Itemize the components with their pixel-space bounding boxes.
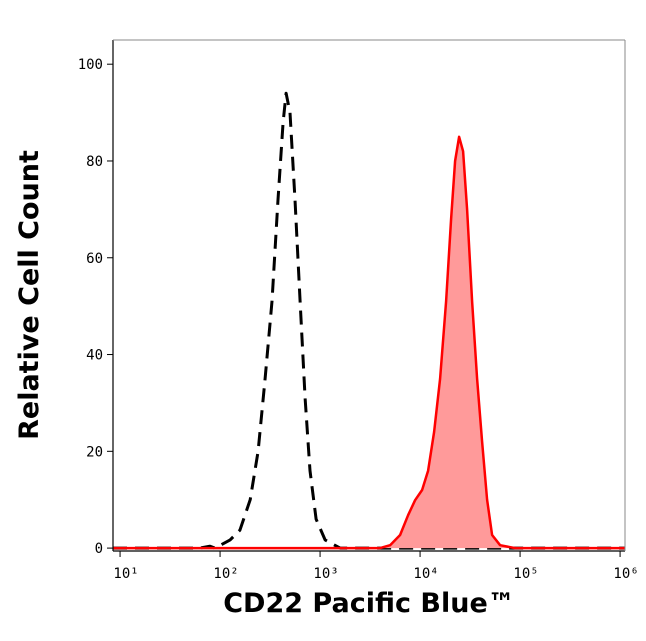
y-tick-label: 60 <box>86 251 103 267</box>
y-axis-title: Relative Cell Count <box>14 150 45 440</box>
x-tick-label: 10⁴ <box>413 566 438 582</box>
y-tick-label: 20 <box>86 444 103 460</box>
y-tick-label: 80 <box>86 154 103 170</box>
x-tick-label: 10² <box>213 566 238 582</box>
y-tick-label: 100 <box>78 57 103 73</box>
line <box>113 135 625 550</box>
x-tick-label: 10¹ <box>113 566 138 582</box>
y-tick-label: 0 <box>95 541 103 557</box>
x-tick-label: 10³ <box>313 566 338 582</box>
area <box>113 136 625 549</box>
x-tick-label: 10⁵ <box>513 566 538 582</box>
line <box>113 91 625 550</box>
y-tick-label: 40 <box>86 348 103 364</box>
x-tick-label: 10⁶ <box>613 566 638 582</box>
x-axis-title: CD22 Pacific Blue™ <box>223 588 515 619</box>
